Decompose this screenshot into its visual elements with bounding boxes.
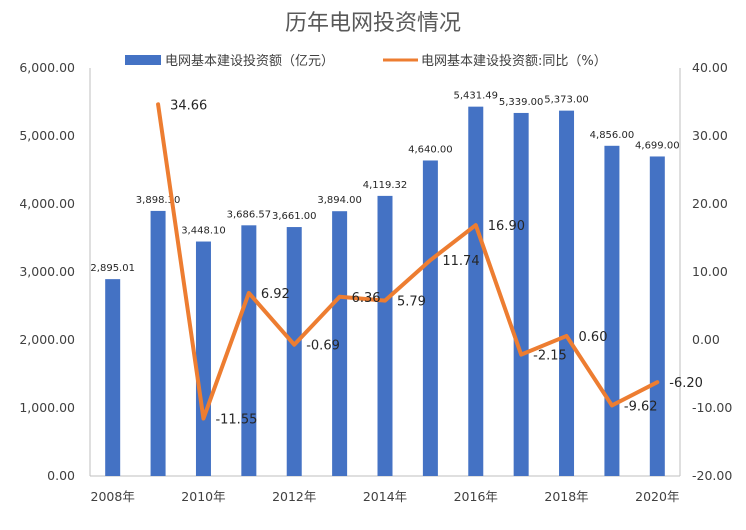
bar-data-label: 5,373.00	[544, 95, 589, 106]
bar	[195, 241, 211, 476]
bar-series	[105, 106, 665, 477]
x-tick-label: 2012年	[272, 489, 316, 504]
y-left-tick-label: 4,000.00	[19, 196, 75, 211]
bar	[332, 211, 348, 476]
bar	[649, 156, 665, 476]
bar	[422, 160, 438, 477]
legend: 电网基本建设投资额（亿元） 电网基本建设投资额:同比（%）	[125, 53, 607, 69]
axes: 0.00 1,000.00 2,000.00 3,000.00 4,000.00 5,00…	[19, 60, 732, 504]
line-data-label: 16.90	[488, 219, 525, 234]
bar-data-label: 3,894.00	[317, 195, 362, 206]
y-left-tick-label: 1,000.00	[19, 400, 75, 415]
bar	[105, 279, 121, 476]
line-path	[156, 102, 660, 421]
line-data-label: 11.74	[442, 254, 479, 269]
x-tick-label: 2008年	[91, 489, 135, 504]
line-data-label: 5.79	[397, 295, 426, 310]
line-series	[156, 102, 660, 421]
x-tick-label: 2020年	[635, 489, 679, 504]
bar-data-label: 4,119.32	[363, 180, 408, 191]
line-data-labels: 34.66 -11.55 6.92 -0.69 6.36 5.79 11.74 16.90 -2…	[170, 98, 703, 427]
bar-data-label: 5,431.49	[454, 91, 499, 102]
line-data-label: -9.62	[624, 399, 658, 414]
chart-title: 历年电网投资情况	[285, 11, 461, 36]
bar-data-labels: 2,895.01 3,898.30 3,448.103,686.57 3,661.00…	[90, 91, 679, 274]
bar	[286, 227, 302, 476]
bar-data-label: 2,895.01	[90, 263, 135, 274]
line-data-label: 6.92	[261, 287, 290, 302]
y-left-tick-label: 3,000.00	[19, 264, 75, 279]
legend-swatch-bar	[125, 55, 161, 65]
legend-label-line: 电网基本建设投资额:同比（%）	[421, 53, 607, 69]
bar	[604, 145, 620, 477]
bar-data-label: 5,339.00	[499, 97, 544, 108]
y-left-tick-label: 0.00	[47, 468, 75, 483]
y-left-tick-label: 2,000.00	[19, 332, 75, 347]
y-left-tick-label: 5,000.00	[19, 128, 75, 143]
x-tick-label: 2018年	[544, 489, 588, 504]
y-left-tick-label: 6,000.00	[19, 60, 75, 75]
bar	[150, 210, 166, 477]
bar-data-label: 3,448.10	[181, 226, 226, 237]
legend-label-bar: 电网基本建设投资额（亿元）	[165, 53, 334, 69]
line-data-label: 6.36	[352, 291, 381, 306]
bar-data-label: 3,898.30	[136, 195, 181, 206]
line-data-label: -0.69	[306, 339, 340, 354]
line-data-label: -11.55	[215, 413, 257, 428]
line-data-label: -2.15	[533, 349, 567, 364]
bar-data-label: 4,699.00	[635, 140, 680, 151]
line-data-label: 0.60	[579, 330, 608, 345]
bar	[559, 110, 575, 477]
x-tick-label: 2016年	[454, 489, 498, 504]
bar-data-label: 3,661.00	[272, 211, 317, 222]
y-right-tick-label: -20.00	[692, 468, 732, 483]
x-tick-label: 2014年	[363, 489, 407, 504]
bar-data-label: 3,686.57	[227, 209, 272, 220]
line-data-label: 34.66	[170, 98, 207, 113]
bar	[241, 225, 257, 476]
y-right-tick-label: 0.00	[692, 332, 720, 347]
bar	[377, 195, 393, 477]
y-right-tick-label: 20.00	[692, 196, 728, 211]
y-right-tick-label: 40.00	[692, 60, 728, 75]
bar	[513, 112, 529, 476]
bar	[468, 106, 484, 476]
line-data-label: -6.20	[669, 376, 703, 391]
y-right-tick-label: 30.00	[692, 128, 728, 143]
bar-data-label: 4,640.00	[408, 144, 453, 155]
bar-data-label: 4,856.00	[590, 130, 635, 141]
x-tick-label: 2010年	[181, 489, 225, 504]
y-right-tick-label: 10.00	[692, 264, 728, 279]
y-right-tick-label: -10.00	[692, 400, 732, 415]
